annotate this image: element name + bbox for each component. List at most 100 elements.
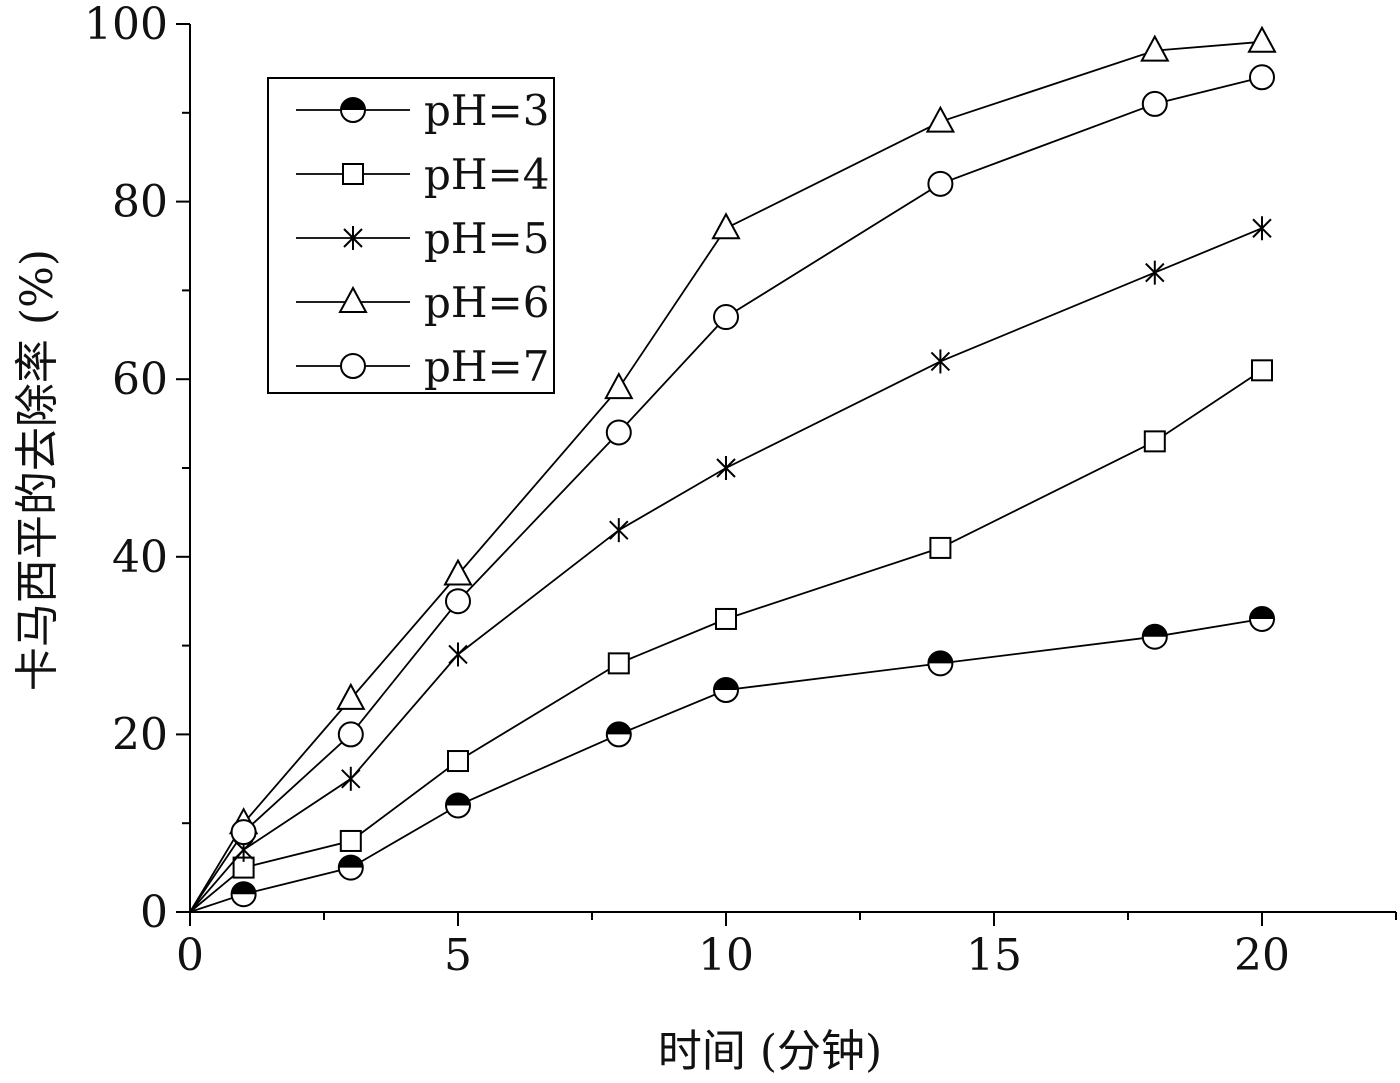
y-axis-title: 卡马西平的去除率 (%) bbox=[12, 249, 63, 691]
legend-label: pH=7 bbox=[424, 342, 549, 391]
point-marker bbox=[447, 750, 469, 773]
marker-outline bbox=[338, 285, 368, 313]
point-marker bbox=[715, 607, 737, 630]
marker-fill bbox=[928, 651, 953, 664]
legend-label: pH=3 bbox=[424, 86, 549, 135]
marker-outline bbox=[927, 170, 954, 197]
marker-outline bbox=[342, 163, 364, 185]
marker-outline bbox=[713, 304, 739, 331]
point-marker bbox=[340, 353, 366, 379]
point-marker bbox=[925, 105, 956, 133]
point-marker bbox=[716, 456, 736, 480]
marker-outline bbox=[230, 819, 257, 846]
marker-outline bbox=[340, 353, 366, 379]
legend-item: pH=4 bbox=[296, 150, 549, 199]
legend-label: pH=4 bbox=[424, 150, 549, 199]
point-marker bbox=[929, 536, 952, 559]
point-marker bbox=[713, 677, 739, 703]
point-marker bbox=[343, 226, 363, 250]
point-marker bbox=[1249, 605, 1275, 632]
marker-outline bbox=[337, 721, 364, 748]
point-marker bbox=[1251, 359, 1273, 382]
point-marker bbox=[1252, 216, 1272, 241]
x-tick-label: 20 bbox=[1234, 930, 1290, 981]
marker-outline bbox=[1249, 64, 1275, 91]
point-marker bbox=[443, 558, 473, 586]
legend-item: pH=6 bbox=[296, 278, 549, 327]
point-marker bbox=[607, 652, 630, 675]
point-marker bbox=[605, 721, 632, 748]
point-marker bbox=[337, 854, 364, 881]
x-tick-label: 15 bbox=[966, 930, 1022, 981]
x-tick-label: 10 bbox=[698, 930, 754, 981]
legend-box bbox=[267, 77, 555, 394]
point-marker bbox=[1140, 34, 1170, 62]
marker-outline bbox=[336, 682, 366, 710]
marker-fill bbox=[1142, 624, 1167, 637]
point-marker bbox=[1145, 260, 1165, 285]
point-marker bbox=[1141, 90, 1168, 117]
point-marker bbox=[230, 819, 257, 846]
marker-outline bbox=[447, 750, 469, 773]
x-axis-title: 时间 (分钟) bbox=[658, 1026, 882, 1077]
point-marker bbox=[448, 642, 468, 667]
marker-outline bbox=[339, 829, 362, 852]
series-pH=3 bbox=[189, 605, 1275, 913]
point-marker bbox=[340, 97, 366, 123]
marker-fill bbox=[338, 855, 363, 868]
point-marker bbox=[230, 881, 257, 908]
marker-outline bbox=[607, 652, 630, 675]
marker-outline bbox=[445, 588, 471, 615]
marker-fill bbox=[606, 722, 631, 735]
y-tick-label: 20 bbox=[112, 709, 168, 760]
series-pH=4 bbox=[189, 359, 1273, 913]
marker-stroke bbox=[609, 520, 629, 540]
marker-outline bbox=[1140, 34, 1170, 62]
marker-stroke bbox=[930, 351, 951, 372]
y-tick-label: 60 bbox=[112, 354, 168, 405]
marker-stroke bbox=[343, 228, 363, 248]
ticks: 0 20 40 60 80 100 0 5 10 15 20 bbox=[84, 0, 1397, 981]
marker-outline bbox=[1247, 25, 1277, 53]
marker-stroke bbox=[1252, 218, 1272, 238]
point-marker bbox=[927, 170, 954, 197]
marker-stroke bbox=[233, 840, 254, 860]
point-marker bbox=[713, 304, 739, 331]
point-marker bbox=[336, 682, 366, 710]
marker-outline bbox=[443, 558, 473, 586]
y-tick-label: 40 bbox=[112, 532, 168, 583]
point-marker bbox=[1247, 25, 1277, 53]
point-marker bbox=[930, 349, 951, 374]
marker-outline bbox=[1143, 430, 1166, 453]
marker-outline bbox=[711, 212, 741, 240]
y-tick-label: 80 bbox=[112, 177, 168, 228]
point-marker bbox=[711, 212, 741, 240]
y-tick-label: 0 bbox=[140, 887, 168, 938]
point-marker bbox=[1141, 623, 1168, 650]
marker-outline bbox=[925, 105, 956, 133]
point-marker bbox=[445, 792, 471, 819]
marker-outline bbox=[715, 607, 737, 630]
point-marker bbox=[927, 650, 954, 677]
x-tick-label: 5 bbox=[444, 930, 472, 981]
marker-fill bbox=[341, 98, 365, 110]
point-marker bbox=[342, 163, 364, 185]
point-marker bbox=[338, 285, 368, 313]
series-pH=7 bbox=[189, 64, 1275, 913]
marker-stroke bbox=[716, 458, 736, 478]
point-marker bbox=[609, 518, 629, 543]
marker-outline bbox=[929, 536, 952, 559]
legend-label: pH=6 bbox=[424, 278, 549, 327]
marker-fill bbox=[1250, 606, 1274, 619]
point-marker bbox=[605, 419, 632, 446]
legend-item: pH=3 bbox=[296, 86, 549, 135]
marker-fill bbox=[231, 882, 256, 895]
legend-label: pH=5 bbox=[424, 214, 549, 263]
point-marker bbox=[341, 766, 361, 791]
series-pH=5 bbox=[189, 216, 1272, 913]
marker-outline bbox=[605, 419, 632, 446]
series-layer bbox=[189, 25, 1277, 913]
point-marker bbox=[1143, 430, 1166, 453]
legend-item: pH=7 bbox=[296, 342, 549, 391]
